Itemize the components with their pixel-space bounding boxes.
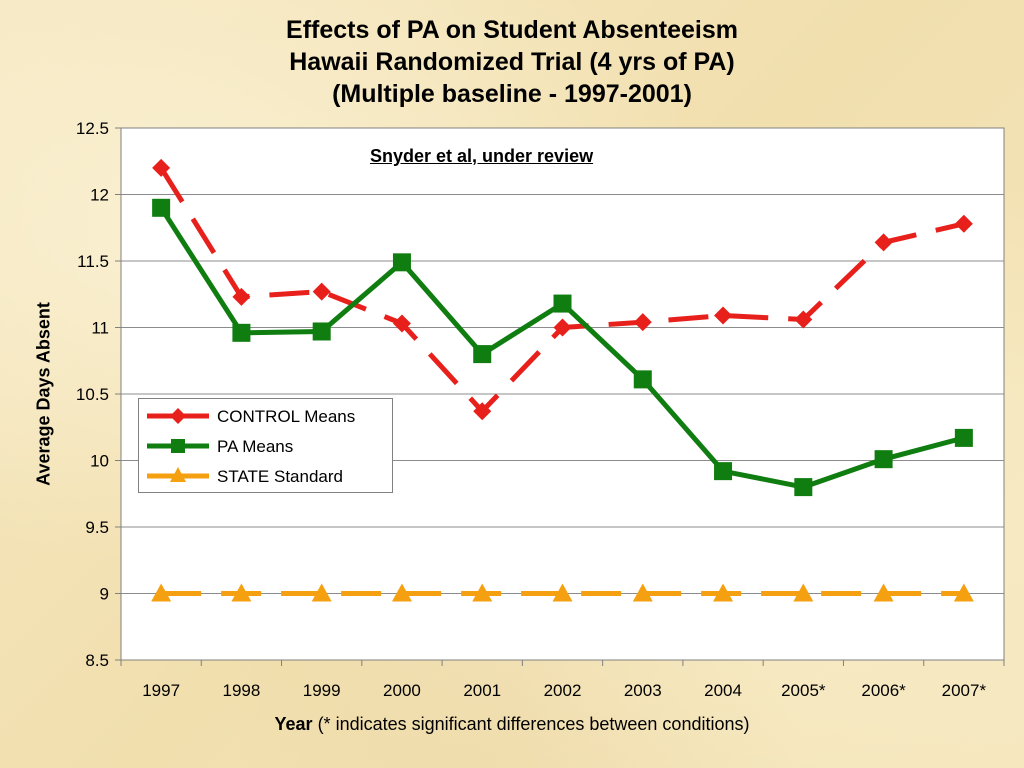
x-tick-label: 2002 bbox=[544, 681, 582, 700]
marker-pa bbox=[312, 322, 331, 341]
x-axis-label-note: (* indicates significant differences bet… bbox=[312, 714, 750, 734]
marker-pa bbox=[633, 370, 652, 389]
legend-label-control: CONTROL Means bbox=[217, 407, 356, 426]
y-tick-label: 9 bbox=[100, 585, 109, 604]
x-axis-label-bold: Year bbox=[274, 714, 313, 734]
marker-state bbox=[632, 583, 653, 602]
marker-control bbox=[794, 310, 813, 329]
y-tick-label: 12 bbox=[90, 186, 109, 205]
marker-state bbox=[873, 583, 894, 602]
marker-control bbox=[232, 287, 251, 306]
series-pa bbox=[152, 198, 973, 497]
marker-state bbox=[391, 583, 412, 602]
title-line-1: Effects of PA on Student Absenteeism bbox=[286, 16, 738, 44]
marker-control bbox=[874, 233, 893, 252]
marker-state bbox=[793, 583, 814, 602]
marker-control bbox=[473, 402, 492, 421]
legend-swatch-control bbox=[147, 408, 209, 424]
x-tick-label: 1999 bbox=[303, 681, 341, 700]
marker-pa bbox=[874, 450, 893, 469]
x-tick-label: 2004 bbox=[704, 681, 742, 700]
marker-pa bbox=[232, 323, 251, 342]
marker-control bbox=[312, 282, 331, 301]
marker-pa bbox=[152, 198, 171, 217]
x-tick-label: 2000 bbox=[383, 681, 421, 700]
legend-label-state: STATE Standard bbox=[217, 467, 343, 486]
x-tick-label: 2005* bbox=[781, 681, 826, 700]
title-line-2: Hawaii Randomized Trial (4 yrs of PA) bbox=[289, 48, 735, 76]
marker-control bbox=[392, 314, 411, 333]
y-axis-label: Average Days Absent bbox=[33, 302, 54, 486]
x-tick-label: 2007* bbox=[942, 681, 987, 700]
legend-swatch-pa bbox=[147, 439, 209, 453]
marker-pa bbox=[473, 345, 492, 364]
gridlines bbox=[121, 194, 1004, 594]
legend-label-pa: PA Means bbox=[217, 437, 294, 456]
y-tick-label: 10.5 bbox=[76, 385, 109, 404]
y-tick-label: 8.5 bbox=[85, 651, 109, 670]
x-tick-label: 2003 bbox=[624, 681, 662, 700]
marker-pa bbox=[954, 428, 973, 447]
source-annotation: Snyder et al, under review bbox=[370, 146, 594, 166]
series-state bbox=[151, 583, 974, 602]
x-tick-label: 1998 bbox=[222, 681, 260, 700]
x-axis-label: Year (* indicates significant difference… bbox=[0, 714, 1024, 735]
legend-item-control: CONTROL Means bbox=[139, 401, 392, 431]
marker-state bbox=[311, 583, 332, 602]
x-tick-label: 2001 bbox=[463, 681, 501, 700]
marker-control bbox=[152, 158, 171, 177]
legend-item-pa: PA Means bbox=[139, 431, 392, 461]
marker-control bbox=[714, 306, 733, 325]
y-tick-label: 10 bbox=[90, 452, 109, 471]
x-tick-label: 1997 bbox=[142, 681, 180, 700]
series-group bbox=[151, 158, 974, 602]
legend-swatch-state bbox=[147, 467, 209, 482]
legend-item-state: STATE Standard bbox=[139, 461, 392, 491]
y-axis: 8.5 9 9.5 10 10.5 11 11.5 12 12.5 bbox=[76, 119, 121, 670]
marker-state bbox=[552, 583, 573, 602]
series-control bbox=[152, 158, 973, 421]
y-tick-label: 11.5 bbox=[77, 252, 109, 271]
marker-pa bbox=[553, 294, 572, 313]
marker-control bbox=[553, 318, 572, 337]
marker-control bbox=[954, 214, 973, 233]
marker-pa bbox=[392, 253, 411, 272]
chart-title: Effects of PA on Student Absenteeism Haw… bbox=[0, 14, 1024, 110]
y-tick-label: 11 bbox=[91, 319, 109, 338]
marker-state bbox=[231, 583, 252, 602]
marker-state bbox=[472, 583, 493, 602]
marker-state bbox=[953, 583, 974, 602]
marker-state bbox=[713, 583, 734, 602]
marker-state bbox=[151, 583, 172, 602]
x-tick-label: 2006* bbox=[861, 681, 906, 700]
legend: CONTROL Means PA Means STATE Standard bbox=[138, 398, 393, 493]
marker-pa bbox=[794, 478, 813, 497]
x-axis: 1997 1998 1999 2000 2001 2002 2003 2004 2005* 200… bbox=[120, 660, 1005, 700]
title-line-3: (Multiple baseline - 1997-2001) bbox=[332, 80, 692, 108]
y-tick-label: 9.5 bbox=[85, 518, 109, 537]
y-tick-label: 12.5 bbox=[76, 119, 109, 138]
marker-pa bbox=[714, 462, 733, 481]
marker-control bbox=[633, 313, 652, 332]
